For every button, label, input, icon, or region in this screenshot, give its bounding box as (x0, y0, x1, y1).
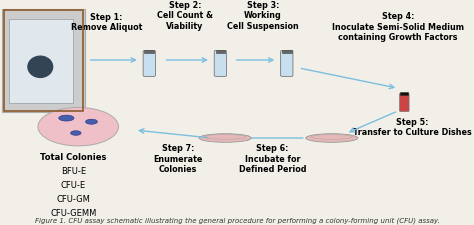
FancyBboxPatch shape (143, 51, 155, 77)
Ellipse shape (85, 120, 98, 125)
Bar (401, 93, 408, 96)
Text: Step 7:
Enumerate
Colonies: Step 7: Enumerate Colonies (153, 144, 202, 173)
FancyBboxPatch shape (214, 51, 227, 77)
Text: Step 1:
Remove Aliquot: Step 1: Remove Aliquot (71, 13, 142, 32)
Ellipse shape (71, 131, 81, 136)
Text: Step 2:
Cell Count &
Viability: Step 2: Cell Count & Viability (157, 1, 213, 31)
Text: Step 4:
Inoculate Semi-Solid Medium
containing Growth Factors: Step 4: Inoculate Semi-Solid Medium cont… (332, 12, 464, 42)
Bar (282, 51, 292, 54)
Ellipse shape (59, 116, 74, 122)
Bar (216, 51, 225, 54)
Bar (145, 51, 154, 54)
Ellipse shape (27, 56, 53, 79)
Text: Figure 1. CFU assay schematic illustrating the general procedure for performing : Figure 1. CFU assay schematic illustrati… (35, 216, 439, 223)
Ellipse shape (306, 134, 358, 143)
FancyBboxPatch shape (281, 51, 293, 77)
Text: CFU-E: CFU-E (61, 180, 86, 189)
Text: Step 3:
Working
Cell Suspension: Step 3: Working Cell Suspension (227, 1, 299, 31)
Text: Step 5:
Transfer to Culture Dishes: Step 5: Transfer to Culture Dishes (353, 117, 472, 137)
Bar (4, 11, 83, 112)
Bar (2, 10, 85, 112)
Text: CFU-GEMM: CFU-GEMM (50, 208, 97, 217)
Circle shape (38, 108, 118, 146)
Bar (9, 20, 73, 104)
FancyBboxPatch shape (400, 94, 409, 112)
Ellipse shape (199, 134, 251, 143)
Text: Total Colonies: Total Colonies (40, 152, 107, 161)
Text: CFU-GM: CFU-GM (56, 194, 91, 203)
Text: Step 6:
Incubate for
Defined Period: Step 6: Incubate for Defined Period (239, 144, 306, 173)
Text: BFU-E: BFU-E (61, 166, 86, 175)
